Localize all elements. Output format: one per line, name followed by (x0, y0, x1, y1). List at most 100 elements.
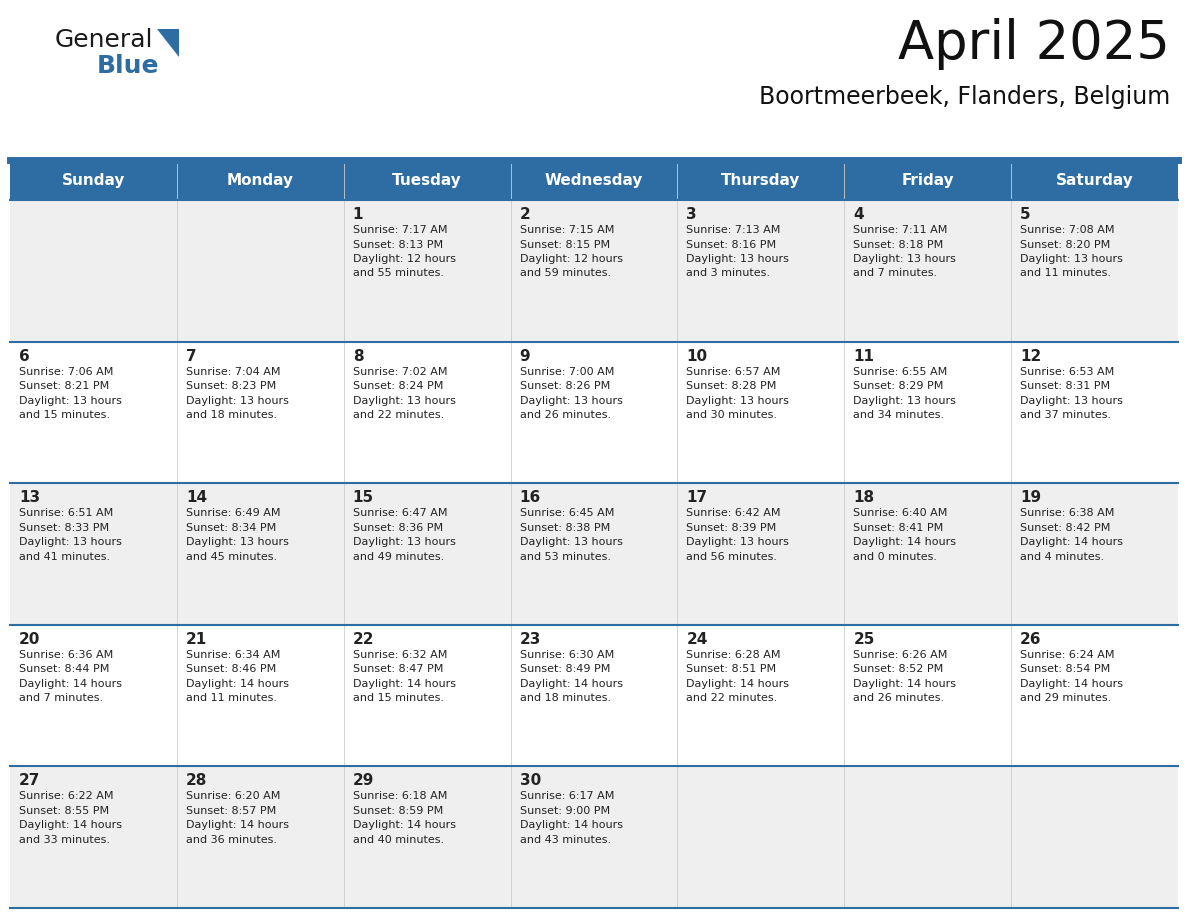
Text: 16: 16 (519, 490, 541, 505)
Text: Sunset: 9:00 PM: Sunset: 9:00 PM (519, 806, 609, 816)
Text: Sunset: 8:38 PM: Sunset: 8:38 PM (519, 522, 609, 532)
Text: 11: 11 (853, 349, 874, 364)
Bar (10, 341, 1178, 483)
Text: Sunset: 8:44 PM: Sunset: 8:44 PM (19, 665, 109, 675)
Text: Daylight: 13 hours: Daylight: 13 hours (519, 396, 623, 406)
Text: Tuesday: Tuesday (392, 173, 462, 187)
Text: Wednesday: Wednesday (545, 173, 643, 187)
Text: Sunrise: 6:17 AM: Sunrise: 6:17 AM (519, 791, 614, 801)
Text: Sunset: 8:28 PM: Sunset: 8:28 PM (687, 381, 777, 391)
Text: Daylight: 13 hours: Daylight: 13 hours (185, 396, 289, 406)
Text: and 26 minutes.: and 26 minutes. (519, 410, 611, 420)
Text: 25: 25 (853, 632, 874, 647)
Text: Sunrise: 6:26 AM: Sunrise: 6:26 AM (853, 650, 948, 660)
Text: Daylight: 13 hours: Daylight: 13 hours (353, 537, 455, 547)
Text: Sunrise: 6:49 AM: Sunrise: 6:49 AM (185, 509, 280, 518)
Text: Daylight: 14 hours: Daylight: 14 hours (353, 678, 456, 688)
Text: Daylight: 14 hours: Daylight: 14 hours (853, 678, 956, 688)
Text: Daylight: 13 hours: Daylight: 13 hours (853, 254, 956, 264)
Text: Daylight: 13 hours: Daylight: 13 hours (687, 396, 789, 406)
Text: Daylight: 13 hours: Daylight: 13 hours (519, 537, 623, 547)
Text: 13: 13 (19, 490, 40, 505)
Text: Sunset: 8:52 PM: Sunset: 8:52 PM (853, 665, 943, 675)
Text: and 59 minutes.: and 59 minutes. (519, 268, 611, 278)
Text: Daylight: 13 hours: Daylight: 13 hours (687, 537, 789, 547)
Text: Sunset: 8:16 PM: Sunset: 8:16 PM (687, 240, 777, 250)
Text: 24: 24 (687, 632, 708, 647)
Text: Daylight: 14 hours: Daylight: 14 hours (853, 537, 956, 547)
Text: Daylight: 13 hours: Daylight: 13 hours (185, 537, 289, 547)
Text: Sunset: 8:26 PM: Sunset: 8:26 PM (519, 381, 609, 391)
Text: Sunset: 8:42 PM: Sunset: 8:42 PM (1020, 522, 1111, 532)
Text: Sunrise: 6:45 AM: Sunrise: 6:45 AM (519, 509, 614, 518)
Text: and 26 minutes.: and 26 minutes. (853, 693, 944, 703)
Text: and 15 minutes.: and 15 minutes. (353, 693, 443, 703)
Text: Sunset: 8:36 PM: Sunset: 8:36 PM (353, 522, 443, 532)
Text: Sunrise: 7:00 AM: Sunrise: 7:00 AM (519, 366, 614, 376)
Text: 27: 27 (19, 773, 40, 789)
Text: and 4 minutes.: and 4 minutes. (1020, 552, 1105, 562)
Text: Daylight: 12 hours: Daylight: 12 hours (519, 254, 623, 264)
Text: and 29 minutes.: and 29 minutes. (1020, 693, 1112, 703)
Text: Daylight: 14 hours: Daylight: 14 hours (185, 821, 289, 831)
Text: Daylight: 13 hours: Daylight: 13 hours (687, 254, 789, 264)
Text: 3: 3 (687, 207, 697, 222)
Text: Daylight: 14 hours: Daylight: 14 hours (1020, 537, 1123, 547)
Text: Daylight: 14 hours: Daylight: 14 hours (19, 821, 122, 831)
Text: Sunrise: 7:11 AM: Sunrise: 7:11 AM (853, 225, 948, 235)
Text: 20: 20 (19, 632, 40, 647)
Text: Daylight: 14 hours: Daylight: 14 hours (519, 678, 623, 688)
Text: Sunset: 8:59 PM: Sunset: 8:59 PM (353, 806, 443, 816)
Text: 4: 4 (853, 207, 864, 222)
Text: Sunset: 8:34 PM: Sunset: 8:34 PM (185, 522, 276, 532)
Text: Sunset: 8:54 PM: Sunset: 8:54 PM (1020, 665, 1111, 675)
Text: and 41 minutes.: and 41 minutes. (19, 552, 110, 562)
Text: Sunrise: 6:24 AM: Sunrise: 6:24 AM (1020, 650, 1114, 660)
Text: Sunrise: 7:17 AM: Sunrise: 7:17 AM (353, 225, 447, 235)
Text: Sunset: 8:15 PM: Sunset: 8:15 PM (519, 240, 609, 250)
Text: and 45 minutes.: and 45 minutes. (185, 552, 277, 562)
Bar (10, 200, 1178, 341)
Text: Boortmeerbeek, Flanders, Belgium: Boortmeerbeek, Flanders, Belgium (759, 85, 1170, 109)
Text: Sunrise: 6:53 AM: Sunrise: 6:53 AM (1020, 366, 1114, 376)
Text: Sunset: 8:47 PM: Sunset: 8:47 PM (353, 665, 443, 675)
Text: Sunrise: 6:51 AM: Sunrise: 6:51 AM (19, 509, 113, 518)
Text: and 53 minutes.: and 53 minutes. (519, 552, 611, 562)
Text: and 55 minutes.: and 55 minutes. (353, 268, 443, 278)
Text: 28: 28 (185, 773, 207, 789)
Text: and 34 minutes.: and 34 minutes. (853, 410, 944, 420)
Text: Daylight: 13 hours: Daylight: 13 hours (853, 396, 956, 406)
Text: Sunset: 8:57 PM: Sunset: 8:57 PM (185, 806, 276, 816)
Text: Sunrise: 6:34 AM: Sunrise: 6:34 AM (185, 650, 280, 660)
Text: and 7 minutes.: and 7 minutes. (19, 693, 103, 703)
Text: Sunrise: 6:38 AM: Sunrise: 6:38 AM (1020, 509, 1114, 518)
Text: Sunset: 8:31 PM: Sunset: 8:31 PM (1020, 381, 1111, 391)
Text: 29: 29 (353, 773, 374, 789)
Text: and 40 minutes.: and 40 minutes. (353, 834, 444, 845)
Text: Sunset: 8:46 PM: Sunset: 8:46 PM (185, 665, 276, 675)
Text: and 30 minutes.: and 30 minutes. (687, 410, 777, 420)
Text: Sunrise: 7:13 AM: Sunrise: 7:13 AM (687, 225, 781, 235)
Text: and 11 minutes.: and 11 minutes. (1020, 268, 1111, 278)
Text: 10: 10 (687, 349, 708, 364)
Text: Sunset: 8:21 PM: Sunset: 8:21 PM (19, 381, 109, 391)
Text: Sunrise: 6:18 AM: Sunrise: 6:18 AM (353, 791, 447, 801)
Text: Sunrise: 6:47 AM: Sunrise: 6:47 AM (353, 509, 447, 518)
Text: Thursday: Thursday (721, 173, 801, 187)
Text: Sunset: 8:49 PM: Sunset: 8:49 PM (519, 665, 609, 675)
Text: Saturday: Saturday (1056, 173, 1133, 187)
Text: and 18 minutes.: and 18 minutes. (519, 693, 611, 703)
Polygon shape (157, 29, 179, 57)
Text: 18: 18 (853, 490, 874, 505)
Text: Daylight: 13 hours: Daylight: 13 hours (19, 537, 122, 547)
Text: and 22 minutes.: and 22 minutes. (687, 693, 778, 703)
Text: Sunrise: 6:32 AM: Sunrise: 6:32 AM (353, 650, 447, 660)
Text: Sunrise: 7:02 AM: Sunrise: 7:02 AM (353, 366, 447, 376)
Text: 12: 12 (1020, 349, 1042, 364)
Text: and 37 minutes.: and 37 minutes. (1020, 410, 1111, 420)
Text: Sunrise: 6:36 AM: Sunrise: 6:36 AM (19, 650, 113, 660)
Text: Daylight: 14 hours: Daylight: 14 hours (1020, 678, 1123, 688)
Text: 19: 19 (1020, 490, 1041, 505)
Text: 14: 14 (185, 490, 207, 505)
Text: 30: 30 (519, 773, 541, 789)
